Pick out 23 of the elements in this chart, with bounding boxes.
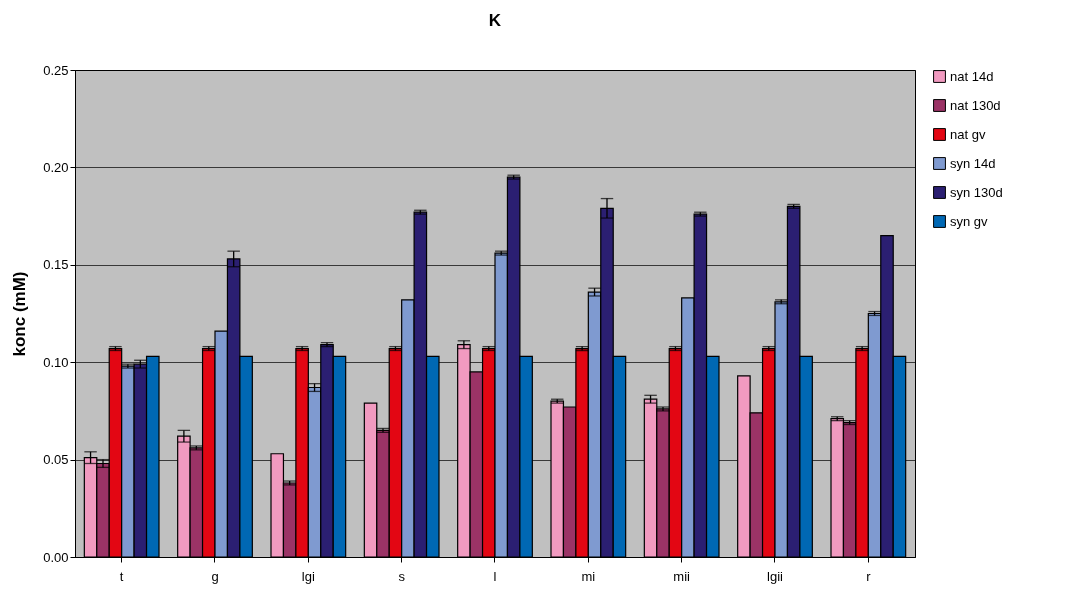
y-tick-label: 0.20 (43, 159, 69, 175)
chart-title: K (488, 11, 502, 30)
legend-label: nat 14d (950, 68, 994, 84)
legend-label: syn 14d (950, 155, 996, 171)
y-tick-label: 0.05 (43, 452, 69, 468)
x-tick-label: g (211, 568, 219, 584)
legend-label: nat gv (950, 126, 986, 142)
y-tick-label: 0.10 (43, 354, 69, 370)
y-tick-label: 0.00 (43, 549, 69, 565)
legend-label: syn gv (950, 213, 989, 229)
x-tick-label: r (866, 568, 872, 584)
x-tick-label: mi (581, 568, 596, 584)
legend-label: nat 130d (950, 97, 1001, 113)
y-axis-title: konc (mM) (10, 271, 30, 357)
x-tick-label: lgii (767, 568, 784, 584)
x-tick-label: mii (673, 568, 691, 584)
x-tick-label: t (119, 568, 124, 584)
x-tick-label: lgi (301, 568, 315, 584)
y-tick-label: 0.15 (43, 257, 69, 273)
x-tick-label: l (493, 568, 497, 584)
legend-label: syn 130d (950, 184, 1003, 200)
x-tick-label: s (398, 568, 406, 584)
y-tick-label: 0.25 (43, 62, 69, 78)
